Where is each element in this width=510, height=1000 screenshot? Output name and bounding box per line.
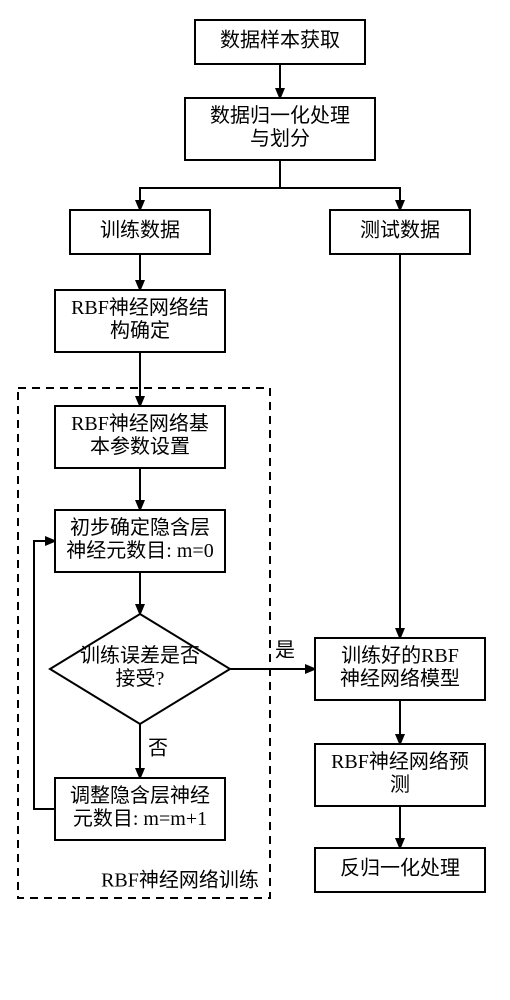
node-n7-line1: 神经元数目: m=0 [66, 539, 213, 562]
edge-e7-label: 否 [148, 738, 168, 760]
edge-e9-label: 是 [275, 640, 295, 662]
node-n6-line1: 本参数设置 [90, 435, 190, 458]
node-n2-line1: 与划分 [250, 127, 310, 150]
flowchart-canvas: RBF神经网络训练 数据样本获取数据归一化处理与划分训练数据 测试数据 RBF神经网络… [0, 0, 510, 1000]
node-n2-line0: 数据归一化处理 [210, 104, 350, 127]
node-n10-line1: 神经网络模型 [340, 667, 460, 690]
node-n8-line1: 接受? [116, 667, 165, 690]
node-n10-line0: 训练好的RBF [341, 644, 459, 667]
node-n8-line0: 训练误差是否 [80, 644, 200, 667]
edge-e8 [34, 541, 55, 809]
node-n1-line0: 数据样本获取 [220, 29, 340, 52]
node-n11-line0: RBF神经网络预 [331, 750, 469, 773]
edge-e2b [280, 188, 400, 210]
node-n3-line0: 训练数据 [100, 219, 180, 242]
node-n4-line0: 测试数据 [360, 219, 440, 242]
node-n7-line0: 初步确定隐含层 [70, 516, 210, 539]
node-n6-line0: RBF神经网络基 [71, 412, 209, 435]
node-n11-line1: 测 [390, 773, 410, 796]
node-n5-line0: RBF神经网络结 [71, 296, 209, 319]
node-n5-line1: 构确定 [110, 319, 170, 342]
node-n12-line0: 反归一化处理 [340, 857, 460, 880]
node-n9-line0: 调整隐含层神经 [70, 784, 210, 807]
node-n9-line1: 元数目: m=m+1 [73, 807, 207, 830]
training-group-label: RBF神经网络训练 [101, 869, 259, 892]
edge-e2a [140, 188, 280, 210]
